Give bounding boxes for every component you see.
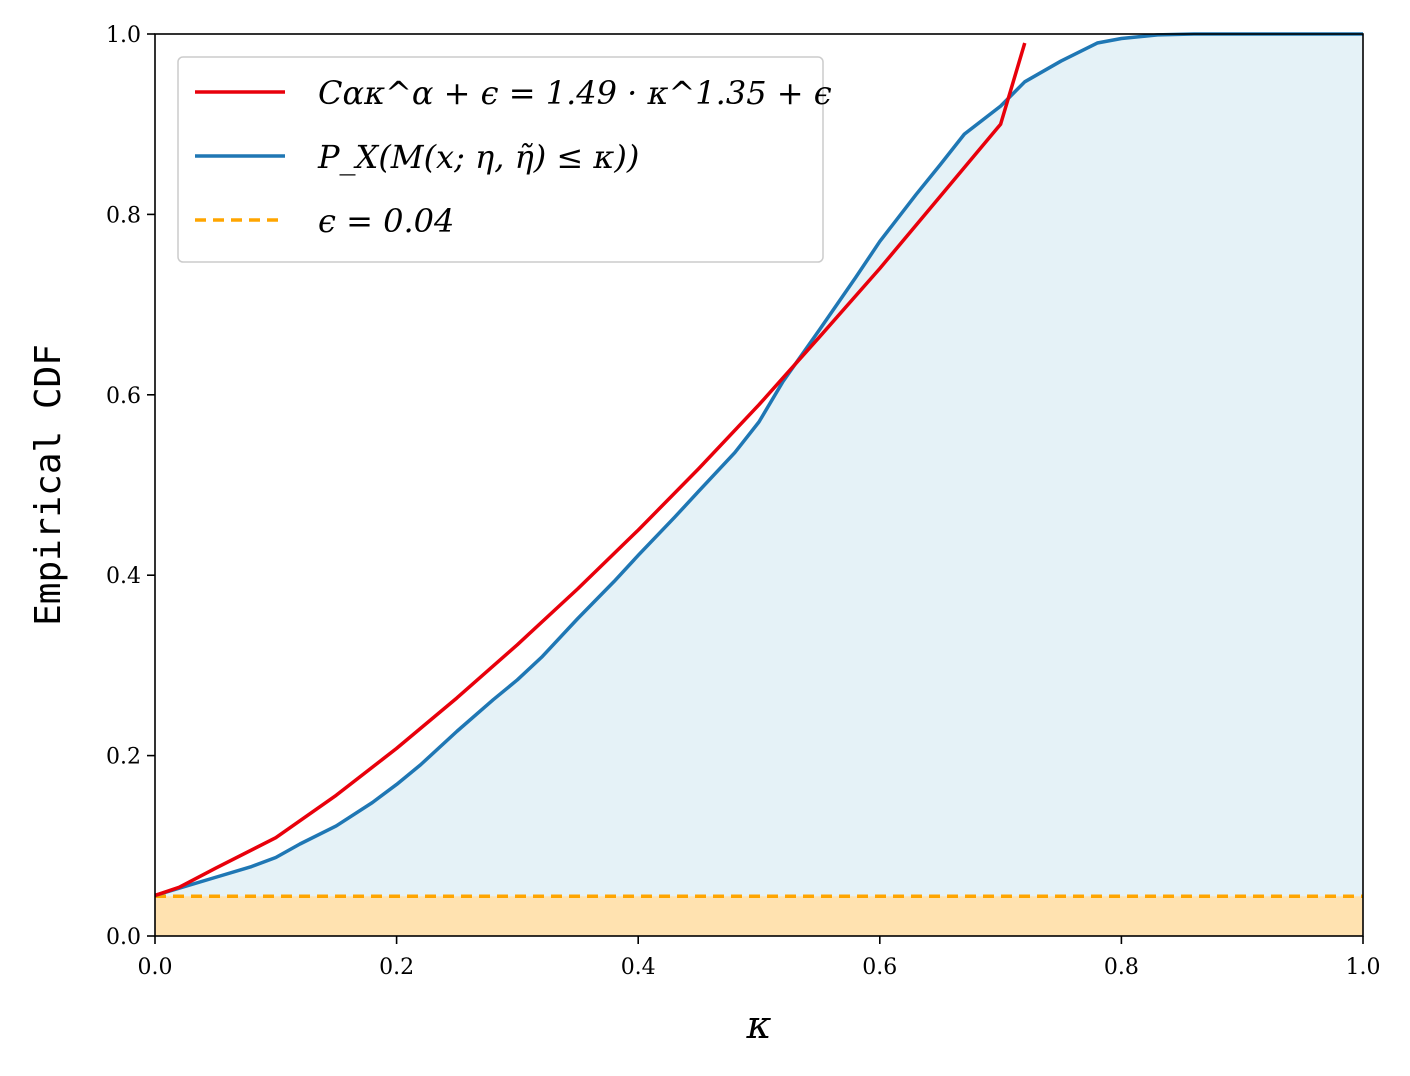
y-tick-label: 0.4: [106, 564, 141, 589]
epsilon-area-fill: [155, 896, 1363, 936]
fill-layer: [155, 34, 1363, 936]
x-tick-label: 0.6: [862, 955, 897, 980]
legend-box: [177, 56, 824, 263]
legend-label-cdf: P_X(M(x; η, η̃) ≤ κ)): [317, 138, 639, 176]
legend-label-epsilon: ϵ = 0.04: [318, 202, 454, 240]
y-tick-label: 1.0: [106, 23, 141, 48]
legend-label-fit: Cακ^α + ϵ = 1.49 · κ^1.35 + ϵ: [318, 74, 832, 112]
fit-curve-line: [154, 42, 1027, 898]
x-tick-label: 0.4: [621, 955, 656, 980]
series-layer: [154, 32, 1363, 899]
x-axis-label: κ: [746, 1003, 772, 1047]
x-tick-label: 0.0: [138, 955, 173, 980]
x-tick-label: 0.8: [1104, 955, 1139, 980]
x-tick-label: 0.2: [379, 955, 414, 980]
y-tick-label: 0.8: [106, 203, 141, 228]
y-axis-label: Empirical CDF: [28, 344, 69, 626]
cdf-curve-line: [154, 32, 1363, 898]
legend: Cακ^α + ϵ = 1.49 · κ^1.35 + ϵ P_X(M(x; η…: [177, 56, 832, 263]
x-tick-label: 1.0: [1346, 955, 1381, 980]
plot-frame: [154, 33, 1364, 937]
y-tick-label: 0.6: [106, 384, 141, 409]
y-tick-label: 0.2: [106, 745, 141, 770]
cdf-area-fill: [155, 34, 1363, 936]
tick-layer: 0.0 0.2 0.4 0.6 0.8 1.0 0.0 0.2 0.4 0.6 0.8 1.0: [106, 23, 1381, 980]
y-tick-label: 0.0: [106, 925, 141, 950]
